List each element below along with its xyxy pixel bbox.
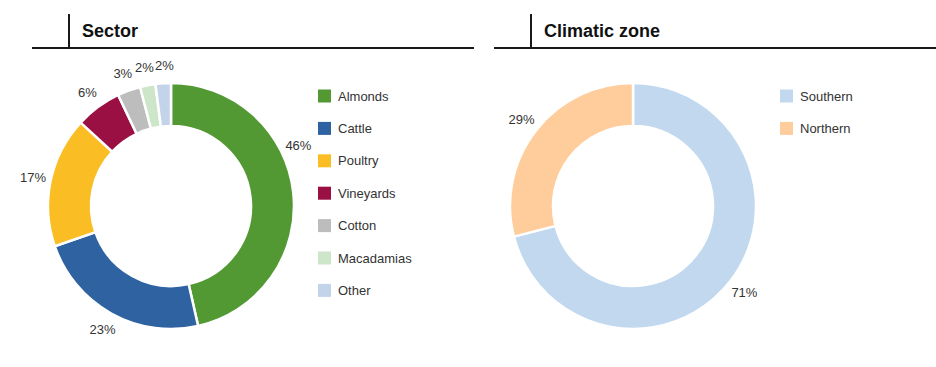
chart-canvas: Sector46%23%17%6%3%2%2%AlmondsCattlePoul… — [0, 0, 936, 367]
legend-swatch — [318, 219, 331, 232]
slices — [48, 83, 294, 329]
legend-label: Northern — [800, 121, 851, 136]
legend: Almonds Cattle Poultry Vineyards Cotton Macad… — [318, 89, 412, 298]
chart-title: Sector — [82, 21, 138, 41]
legend-swatch — [780, 90, 793, 103]
legend-swatch — [318, 252, 331, 265]
header-rule — [494, 47, 936, 49]
data-label: 46% — [285, 138, 311, 153]
data-label: 3% — [113, 66, 132, 81]
legend-label: Vineyards — [338, 186, 396, 201]
legend-label: Poultry — [338, 153, 379, 168]
legend-label: Macadamias — [338, 251, 412, 266]
legend-swatch — [318, 154, 331, 167]
legend-swatch — [318, 187, 331, 200]
slice — [55, 232, 198, 329]
legend-label: Cotton — [338, 218, 376, 233]
legend-label: Almonds — [338, 89, 389, 104]
data-label: 2% — [135, 60, 154, 75]
legend-swatch — [318, 122, 331, 135]
data-label: 29% — [509, 112, 535, 127]
title-bar — [530, 14, 532, 48]
title-bar — [68, 14, 70, 48]
chart-panel: Sector46%23%17%6%3%2%2%AlmondsCattlePoul… — [20, 14, 474, 337]
chart-panel: Climatic zone 71% 29% Southern Northern — [494, 14, 936, 329]
data-label: 17% — [20, 170, 46, 185]
data-label: 23% — [89, 322, 115, 337]
header-rule — [32, 47, 474, 49]
legend: Southern Northern — [780, 89, 853, 136]
legend-label: Cattle — [338, 121, 372, 136]
data-label: 2% — [155, 58, 174, 73]
slice — [155, 83, 171, 127]
legend-label: Southern — [800, 89, 853, 104]
legend-swatch — [318, 90, 331, 103]
chart-title: Climatic zone — [544, 21, 660, 41]
data-label: 6% — [78, 85, 97, 100]
legend-label: Other — [338, 283, 371, 298]
data-label: 71% — [731, 285, 757, 300]
slices — [510, 83, 756, 329]
legend-swatch — [318, 284, 331, 297]
legend-swatch — [780, 122, 793, 135]
slice — [510, 83, 633, 237]
